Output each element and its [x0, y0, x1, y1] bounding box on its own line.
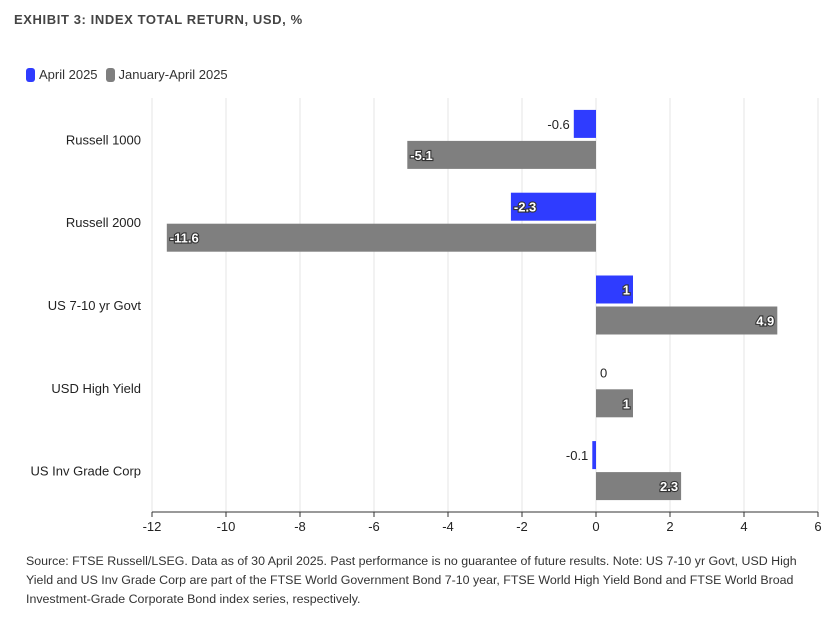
data-label-s0-c1: -2.3: [514, 200, 536, 215]
category-label-0: Russell 1000: [66, 132, 141, 147]
bar-s0-c0: [573, 109, 596, 138]
bar-s1-c2: [596, 306, 778, 335]
bar-s1-c1: [166, 223, 597, 252]
bar-s0-c2: [596, 275, 633, 304]
bar-chart: -12 -10 -8 -6 -4 -2 0 2 4 6 Russell 1000 -0.6 -5.1 Ru…: [30, 98, 822, 534]
legend-swatch-april: [26, 67, 35, 82]
data-label-s1-c1: -11.6: [170, 231, 199, 246]
x-tick-label-5: -2: [516, 519, 528, 534]
bar-s0-c4: [592, 441, 596, 470]
x-tick-label-6: 0: [592, 519, 599, 534]
x-tick-label-3: -6: [368, 519, 380, 534]
x-tick-label-4: -4: [442, 519, 454, 534]
x-tick-label-9: 6: [814, 519, 821, 534]
category-label-3: USD High Yield: [51, 381, 141, 396]
x-tick-label-7: 2: [666, 519, 673, 534]
x-tick-label-8: 4: [740, 519, 747, 534]
data-label-s0-c0: -0.6: [547, 117, 569, 132]
category-label-1: Russell 2000: [66, 215, 141, 230]
source-note: Source: FTSE Russell/LSEG. Data as of 30…: [26, 554, 797, 606]
data-label-s1-c0: -5.1: [410, 148, 432, 163]
legend-item-april: April 2025: [26, 67, 98, 82]
data-label-s1-c2: 4.9: [756, 314, 774, 329]
legend: April 2025 January-April 2025: [26, 67, 236, 82]
legend-label-april: April 2025: [39, 67, 98, 82]
data-label-s0-c3: 0: [600, 365, 607, 380]
data-label-s1-c4: 2.3: [660, 479, 678, 494]
data-label-s1-c3: 1: [623, 396, 630, 411]
legend-item-ytd: January-April 2025: [105, 67, 228, 82]
legend-swatch-ytd: [105, 67, 115, 82]
category-label-2: US 7-10 yr Govt: [48, 298, 142, 313]
x-tick-label-0: -12: [143, 519, 162, 534]
bar-s1-c3: [596, 389, 633, 418]
chart-title: EXHIBIT 3: INDEX TOTAL RETURN, USD, %: [14, 12, 303, 27]
data-label-s0-c2: 1: [623, 283, 630, 298]
legend-label-ytd: January-April 2025: [118, 67, 228, 82]
bar-s1-c0: [407, 140, 596, 169]
bar-s1-c4: [596, 472, 682, 501]
x-tick-label-2: -8: [294, 519, 306, 534]
category-label-4: US Inv Grade Corp: [30, 464, 141, 479]
bar-s0-c1: [510, 192, 596, 221]
x-tick-label-1: -10: [217, 519, 236, 534]
data-label-s0-c4: -0.1: [566, 448, 588, 463]
